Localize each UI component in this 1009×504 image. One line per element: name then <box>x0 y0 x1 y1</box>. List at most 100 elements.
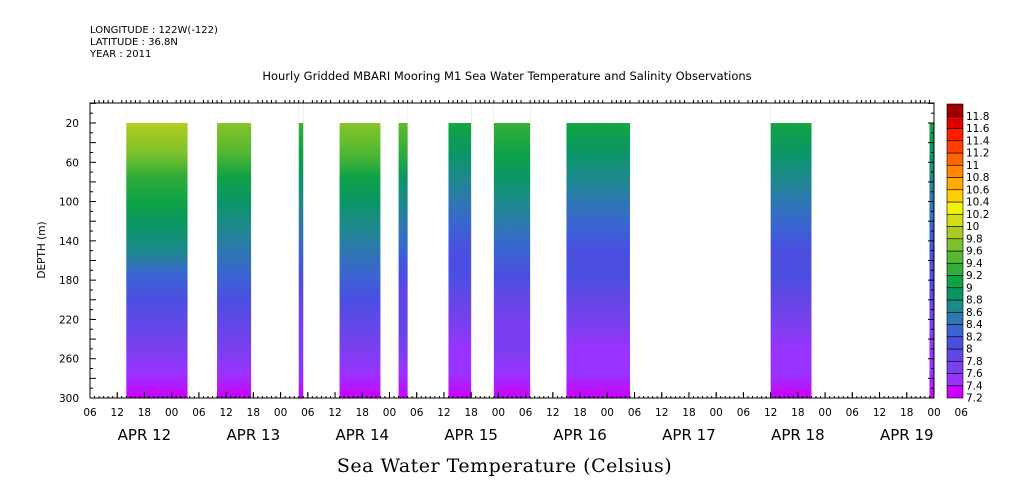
x-tick-label: 06 <box>410 407 424 419</box>
data-block-top-mask <box>398 103 408 123</box>
colorbar-tick-label: 10.4 <box>966 197 990 209</box>
colorbar-tick-label: 11.8 <box>966 111 989 123</box>
colorbar-tick-label: 9.2 <box>966 270 983 282</box>
x-tick-label: 00 <box>383 407 396 419</box>
colorbar-tick-label: 9.8 <box>966 233 983 245</box>
x-tick-label: 12 <box>328 407 341 419</box>
x-tick-label: 18 <box>138 407 151 419</box>
y-axis: 20 60 100 140 180 220 260 300 <box>59 102 934 405</box>
colorbar-tick-label: 11.4 <box>966 135 990 147</box>
colorbar-tick-label: 11 <box>966 160 979 172</box>
y-tick-label: 260 <box>59 354 79 366</box>
data-block-top-mask <box>339 103 381 123</box>
colorbar-swatch <box>946 189 964 203</box>
x-tick-label: 18 <box>900 407 913 419</box>
longitude-label: LONGITUDE : 122W(-122) <box>90 25 218 36</box>
x-tick-label: 06 <box>628 407 642 419</box>
colorbar-tick-label: 10.2 <box>966 209 989 221</box>
colorbar-swatch <box>946 262 964 276</box>
x-tick-label: 06 <box>301 407 315 419</box>
x-tick-label: 06 <box>519 407 533 419</box>
x-tick-label: 12 <box>546 407 559 419</box>
data-block <box>339 103 381 398</box>
x-tick-label: 18 <box>356 407 369 419</box>
x-tick-label: 06 <box>846 407 860 419</box>
x-tick-label: 18 <box>682 407 695 419</box>
colorbar-swatch <box>946 152 964 166</box>
x-day-label: APR 18 <box>771 426 825 444</box>
data-block <box>217 103 252 398</box>
data-block <box>770 103 812 398</box>
colorbar-tick-label: 10.8 <box>966 172 989 184</box>
data-block <box>398 103 408 398</box>
colorbar-tick-label: 8.8 <box>966 295 983 307</box>
data-block-top-mask <box>217 103 252 123</box>
y-tick-label: 180 <box>59 275 79 287</box>
x-tick-label: 12 <box>655 407 668 419</box>
x-tick-label: 00 <box>601 407 614 419</box>
x-tick-label: 18 <box>573 407 586 419</box>
x-tick-label: 00 <box>492 407 505 419</box>
colorbar-tick-label: 9.4 <box>966 258 983 270</box>
colorbar-swatch <box>946 299 964 313</box>
x-tick-label: 06 <box>955 407 969 419</box>
x-day-label: APR 19 <box>880 426 934 444</box>
colorbar-tick-label: 7.2 <box>966 393 983 405</box>
x-tick-label: 00 <box>710 407 723 419</box>
colorbar-tick-label: 7.4 <box>966 380 983 392</box>
x-tick-label: 18 <box>247 407 260 419</box>
data-block <box>493 103 531 398</box>
x-axis: 06 12 18 00 06 12 18 00 06 12 18 00 06 12 18 00 06 12 18 00… <box>83 100 968 444</box>
colorbar-swatch <box>946 336 964 350</box>
colorbar-swatch <box>946 140 964 154</box>
x-tick-label: 12 <box>219 407 232 419</box>
colorbar-swatch <box>946 373 964 387</box>
x-tick-label: 00 <box>927 407 940 419</box>
x-day-label: APR 14 <box>335 426 389 444</box>
data-block <box>448 103 472 398</box>
colorbar-swatch <box>946 128 964 142</box>
data-block-top-mask <box>770 103 812 123</box>
colorbar-swatch <box>946 213 964 227</box>
x-tick-label: 12 <box>111 407 124 419</box>
colorbar-swatch <box>946 324 964 338</box>
year-label: YEAR : 2011 <box>90 49 152 60</box>
data-block-top-mask <box>566 103 630 123</box>
colorbar-tick-label: 8.4 <box>966 319 983 331</box>
y-tick-label: 140 <box>59 236 79 248</box>
x-tick-label: 12 <box>764 407 777 419</box>
colorbar-tick-label: 8 <box>966 344 973 356</box>
data-block-top-mask <box>298 103 304 123</box>
data-block-top-mask <box>493 103 531 123</box>
colorbar-tick-label: 10 <box>966 221 979 233</box>
x-day-label: APR 17 <box>662 426 716 444</box>
latitude-label: LATITUDE : 36.8N <box>90 37 178 48</box>
colorbar-swatch <box>946 177 964 191</box>
data-block-top-mask <box>448 103 472 123</box>
colorbar-label: Sea Water Temperature (Celsius) <box>336 455 673 477</box>
colorbar-swatch <box>946 115 964 129</box>
colorbar-swatch <box>946 226 964 240</box>
x-tick-label: 06 <box>192 407 206 419</box>
y-tick-label: 60 <box>66 157 79 169</box>
x-tick-label: 06 <box>83 407 97 419</box>
x-tick-label: 12 <box>873 407 886 419</box>
colorbar-swatch <box>946 164 964 178</box>
colorbar-tick-label: 11.2 <box>966 148 989 160</box>
colorbar-tick-label: 7.6 <box>966 368 983 380</box>
colorbar-swatch <box>946 250 964 264</box>
chart-title: Hourly Gridded MBARI Mooring M1 Sea Wate… <box>262 69 752 83</box>
data-block <box>566 103 630 398</box>
data-block-top-mask <box>126 103 188 123</box>
colorbar-swatch <box>946 103 964 117</box>
colorbar-swatch <box>946 311 964 325</box>
colorbar: 7.27.47.67.888.28.48.68.899.29.49.69.810… <box>946 103 990 405</box>
colorbar-tick-label: 8.6 <box>966 307 983 319</box>
x-day-label: APR 16 <box>553 426 607 444</box>
x-tick-label: 00 <box>165 407 178 419</box>
y-tick-label: 20 <box>66 118 79 130</box>
colorbar-swatch <box>946 275 964 289</box>
data-block <box>126 103 188 398</box>
y-tick-label: 220 <box>59 314 79 326</box>
colorbar-swatch <box>946 238 964 252</box>
